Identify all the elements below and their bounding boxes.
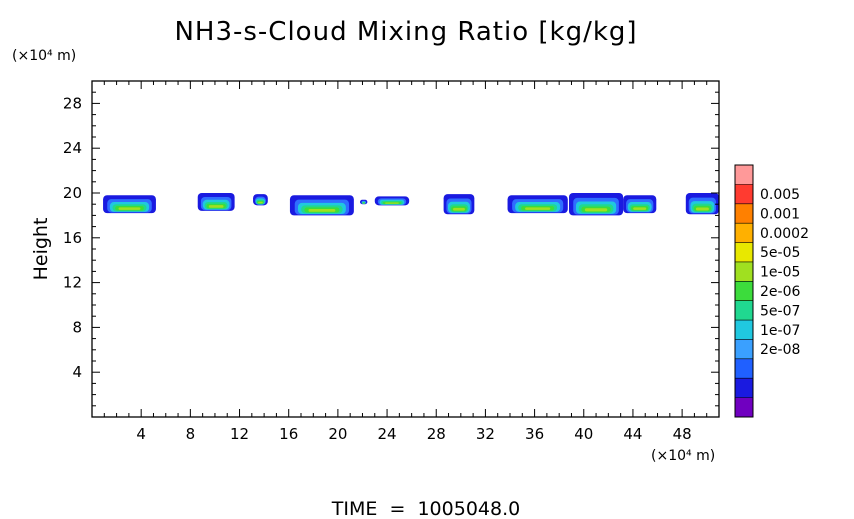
- cloud-band-layer: [208, 205, 224, 208]
- x-tick-label: 12: [230, 425, 249, 443]
- colorbar-label: 2e-06: [760, 284, 800, 300]
- colorbar-swatch: [735, 261, 753, 282]
- colorbar-swatch: [735, 358, 753, 379]
- cloud-band-7: [443, 194, 475, 215]
- x-tick-label: 40: [574, 425, 593, 443]
- x-tick-label: 8: [186, 425, 196, 443]
- cloud-band-10: [623, 195, 657, 214]
- cloud-band-layer: [363, 202, 365, 204]
- x-tick-label: 28: [427, 425, 446, 443]
- colorbar-swatch: [735, 203, 753, 224]
- cloud-band-layer: [308, 208, 336, 212]
- x-tick-label: 16: [279, 425, 298, 443]
- x-tick-label: 48: [673, 425, 692, 443]
- cloud-band-layer: [258, 201, 263, 204]
- colorbar-label: 0.0002: [760, 226, 809, 242]
- cloud-band-6: [374, 196, 410, 206]
- cloud-band-8: [507, 195, 568, 214]
- colorbar-swatch: [735, 242, 753, 263]
- cloud-band-4: [289, 195, 354, 216]
- colorbar-label: 0.001: [760, 206, 800, 222]
- cloud-band-2: [197, 193, 235, 211]
- colorbar-frame: [734, 164, 754, 418]
- y-unit-label: (×10⁴ m): [12, 48, 76, 64]
- cloud-band-layer: [453, 207, 465, 211]
- x-tick-label: 44: [623, 425, 642, 443]
- y-tick-label: 12: [63, 274, 82, 292]
- colorbar-swatch: [735, 378, 753, 399]
- x-tick-label: 24: [378, 425, 397, 443]
- colorbar-swatch: [735, 184, 753, 205]
- colorbar-swatch: [735, 165, 753, 185]
- colorbar-label: 5e-05: [760, 245, 800, 261]
- colorbar-swatch: [735, 223, 753, 243]
- x-unit-label: (×10⁴ m): [651, 448, 715, 464]
- cloud-band-11: [685, 193, 719, 215]
- colorbar-swatch: [735, 339, 753, 360]
- y-tick-label: 8: [72, 318, 82, 336]
- x-tick-label: 4: [136, 425, 146, 443]
- time-footer: TIME = 1005048.0: [331, 498, 520, 519]
- colorbar-label: 5e-07: [760, 303, 800, 319]
- x-tick-label: 32: [476, 425, 495, 443]
- cloud-band-layer: [695, 207, 709, 211]
- y-tick-label: 20: [63, 184, 82, 202]
- colorbar-swatch: [735, 397, 753, 418]
- cloud-band-layer: [118, 207, 141, 210]
- chart-title: NH3-s-Cloud Mixing Ratio [kg/kg]: [174, 17, 637, 47]
- colorbar-label: 0.005: [760, 187, 800, 203]
- cloud-band-5: [360, 199, 368, 205]
- colorbar-label: 2e-08: [760, 342, 800, 358]
- y-tick-label: 28: [63, 94, 82, 112]
- cloud-band-layer: [584, 208, 608, 212]
- cloud-band-9: [569, 193, 624, 216]
- cloud-band-3: [253, 194, 268, 206]
- y-tick-label: 4: [72, 363, 82, 381]
- cloud-band-layer: [385, 202, 399, 204]
- cloud-band-1: [103, 195, 156, 214]
- colorbar-swatch: [735, 300, 753, 321]
- colorbar-label: 1e-05: [760, 265, 800, 281]
- y-tick-label: 16: [63, 229, 82, 247]
- colorbar-label: 1e-07: [760, 323, 800, 339]
- cloud-field: [103, 193, 719, 216]
- plot-frame: [91, 80, 720, 418]
- y-tick-label: 24: [63, 139, 82, 157]
- colorbar-swatch: [735, 281, 753, 302]
- cloud-band-layer: [525, 207, 551, 210]
- colorbar: 0.005 0.001 0.0002 5e-05 1e-05 2e-06 5e-07 1e-0…: [734, 164, 809, 418]
- colorbar-swatch: [735, 320, 753, 340]
- x-tick-label: 36: [525, 425, 544, 443]
- cloud-band-layer: [633, 207, 647, 210]
- y-axis-label: Height: [30, 218, 52, 281]
- x-tick-label: 20: [328, 425, 347, 443]
